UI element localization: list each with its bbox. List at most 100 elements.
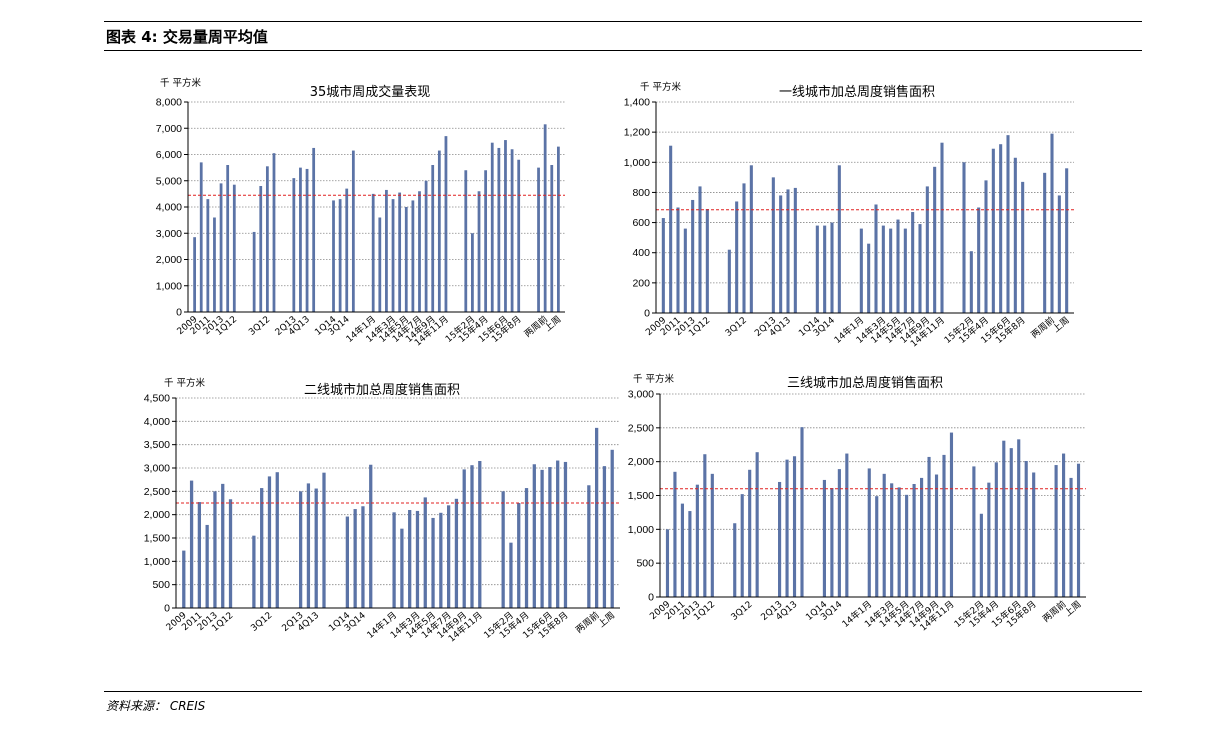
- y-tick-label: 5,000: [156, 175, 182, 187]
- chart-title: 35城市周成交量表现: [310, 84, 431, 100]
- unit-label: 千 平方米: [633, 373, 675, 385]
- bar: [896, 219, 900, 313]
- bar: [193, 237, 197, 312]
- bar: [213, 217, 216, 312]
- bar: [661, 218, 665, 313]
- bar: [345, 516, 350, 608]
- bar: [874, 204, 878, 313]
- bar: [454, 498, 459, 608]
- bar: [972, 466, 976, 597]
- bar: [920, 477, 924, 597]
- bar: [197, 502, 202, 608]
- bar: [735, 201, 739, 313]
- bar: [478, 461, 482, 608]
- bar: [890, 483, 894, 597]
- bar: [792, 456, 797, 597]
- bar: [252, 535, 256, 608]
- bar: [484, 170, 488, 312]
- y-tick-label: 2,500: [144, 486, 170, 498]
- bar: [1017, 439, 1021, 597]
- bar: [669, 145, 673, 313]
- x-tick-label: 3Q12: [730, 600, 755, 623]
- bar: [199, 162, 203, 312]
- bar: [755, 452, 759, 597]
- unit-label: 千 平方米: [164, 377, 206, 389]
- y-tick-label: 1,500: [144, 533, 170, 545]
- bar: [602, 466, 607, 608]
- x-tick-label: 上周: [1051, 315, 1072, 335]
- bar: [703, 454, 707, 597]
- bar: [977, 207, 981, 313]
- source-note: 资料来源： CREIS: [106, 699, 206, 713]
- x-tick-label: 3Q12: [247, 315, 272, 338]
- y-tick-label: 3,500: [144, 439, 170, 451]
- bar: [742, 183, 746, 313]
- chart-tier2-cities: 二线城市加总周度销售面积 千 平方米 0 500 1,000 1,500 2,000 2,50…: [144, 377, 620, 645]
- bar: [182, 550, 186, 608]
- bar: [940, 142, 944, 313]
- bar: [779, 195, 783, 313]
- bar: [524, 488, 529, 608]
- bar: [464, 170, 468, 312]
- bar: [905, 494, 909, 597]
- bar: [1002, 440, 1006, 597]
- bar: [351, 150, 355, 312]
- bar: [437, 150, 441, 312]
- y-tick-label: 7,000: [156, 123, 182, 135]
- bar: [962, 162, 966, 313]
- chart-title: 二线城市加总周度销售面积: [304, 382, 460, 398]
- bar: [610, 449, 614, 608]
- bar: [275, 472, 279, 608]
- bar: [517, 159, 521, 312]
- bar: [903, 228, 907, 313]
- bar: [189, 480, 194, 608]
- bar: [404, 207, 408, 312]
- bar: [1050, 133, 1054, 313]
- y-tick-label: 1,000: [624, 157, 650, 169]
- bar: [969, 251, 973, 313]
- y-tick-label: 600: [632, 217, 650, 229]
- bar: [1009, 448, 1013, 597]
- bar: [265, 166, 269, 312]
- bar: [540, 469, 544, 608]
- y-tick-label: 0: [164, 603, 170, 615]
- bar: [881, 225, 885, 313]
- bar: [444, 136, 448, 312]
- bar: [431, 165, 435, 312]
- bar: [1062, 453, 1066, 597]
- bar: [1021, 181, 1025, 313]
- y-tick-label: 2,500: [628, 422, 654, 434]
- bar: [680, 503, 684, 597]
- bar: [378, 217, 382, 312]
- bar: [949, 432, 954, 597]
- bar: [705, 209, 709, 313]
- bar: [999, 144, 1003, 313]
- bar: [691, 199, 695, 313]
- bar: [793, 187, 797, 313]
- bar: [942, 454, 946, 597]
- bar: [306, 483, 311, 608]
- y-tick-label: 8,000: [156, 97, 182, 109]
- x-tick-label: 上周: [542, 314, 563, 334]
- bar: [490, 142, 494, 312]
- bar: [497, 147, 501, 312]
- bar: [695, 484, 699, 597]
- bar: [556, 460, 560, 608]
- y-tick-label: 4,000: [144, 416, 170, 428]
- x-tick-label: 上周: [596, 610, 617, 630]
- bar: [400, 528, 404, 608]
- y-tick-label: 2,000: [144, 509, 170, 521]
- bar: [517, 503, 521, 608]
- bar: [462, 469, 466, 608]
- figure-title: 图表 4: 交易量周平均值: [106, 28, 268, 46]
- bar: [845, 453, 849, 597]
- y-tick-label: 500: [636, 558, 654, 570]
- bar: [423, 497, 427, 608]
- bar: [749, 165, 753, 313]
- y-tick-label: 200: [632, 277, 650, 289]
- bar: [439, 512, 443, 608]
- bar: [332, 200, 335, 312]
- bar: [1043, 172, 1047, 313]
- bar: [550, 165, 554, 312]
- bar: [556, 146, 560, 312]
